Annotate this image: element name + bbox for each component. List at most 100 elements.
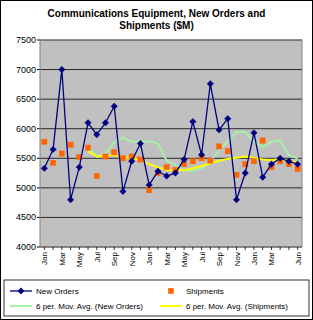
data-point <box>41 165 47 171</box>
x-tick-label: Jul <box>198 252 207 262</box>
data-point <box>190 159 195 164</box>
data-point <box>172 170 178 176</box>
x-tick <box>288 247 289 250</box>
data-point <box>260 174 266 180</box>
x-tick <box>88 247 89 250</box>
grid-line <box>40 128 302 129</box>
data-point <box>120 156 125 161</box>
y-tick-label: 5000 <box>16 183 36 193</box>
legend-label: 6 per. Mov. Avg. (New Orders) <box>36 302 143 311</box>
legend-marker <box>18 288 24 294</box>
data-point <box>208 158 213 163</box>
y-tick-label: 7500 <box>16 35 36 45</box>
data-point <box>277 155 283 161</box>
data-point <box>51 160 56 165</box>
data-point <box>234 172 239 177</box>
x-tick-label: Sep <box>110 251 119 266</box>
x-tick <box>236 247 237 250</box>
x-tick <box>122 247 123 250</box>
x-tick <box>262 247 263 250</box>
x-tick <box>253 247 254 250</box>
x-tick <box>192 247 193 250</box>
data-point <box>42 139 47 144</box>
data-point <box>233 196 239 202</box>
data-point <box>129 158 135 164</box>
data-point <box>68 142 73 147</box>
x-tick-label: Mar <box>163 252 172 266</box>
x-tick-label: Nov <box>128 252 137 266</box>
x-tick-label: Sep <box>215 251 224 266</box>
x-tick <box>44 247 45 250</box>
x-tick-label: Jun <box>294 252 303 265</box>
data-point <box>102 120 108 126</box>
data-point <box>94 131 100 137</box>
data-point <box>251 130 257 136</box>
series-line <box>44 70 297 200</box>
data-point <box>242 170 248 176</box>
x-tick <box>245 247 246 250</box>
legend-box <box>4 280 309 316</box>
data-point <box>76 164 82 170</box>
data-point <box>198 152 204 158</box>
data-point <box>216 127 222 133</box>
data-point <box>67 196 73 202</box>
x-tick <box>105 247 106 250</box>
data-point <box>146 182 152 188</box>
x-tick-label: May <box>180 252 189 267</box>
data-point <box>286 158 292 164</box>
x-tick <box>140 247 141 250</box>
plot-background <box>40 40 302 247</box>
data-point <box>216 144 221 149</box>
x-tick <box>227 247 228 250</box>
x-tick-label: Jan <box>145 252 154 265</box>
data-point <box>181 156 187 162</box>
grid-line <box>40 217 302 218</box>
x-tick-label: Jan <box>250 252 259 265</box>
data-point <box>85 120 91 126</box>
legend-swatch <box>160 305 182 307</box>
legend: New OrdersShipments6 per. Mov. Avg. (New… <box>4 280 309 316</box>
x-tick <box>184 247 185 250</box>
chart-border <box>1 1 313 320</box>
chart-title: Communications Equipment, New Orders and… <box>48 8 266 31</box>
x-tick <box>96 247 97 250</box>
y-tick-label: 5500 <box>16 153 36 163</box>
data-point <box>59 66 65 72</box>
x-tick <box>210 247 211 250</box>
data-point <box>155 168 161 174</box>
data-point <box>111 103 117 109</box>
data-point <box>59 151 64 156</box>
x-tick <box>280 247 281 250</box>
data-point <box>103 154 108 159</box>
legend-label: New Orders <box>36 287 79 296</box>
x-tick-label: May <box>75 252 84 267</box>
y-tick-label: 4500 <box>16 212 36 222</box>
x-tick <box>79 247 80 250</box>
x-tick <box>166 247 167 250</box>
x-tick-label: Jan <box>40 252 49 265</box>
x-tick <box>157 247 158 250</box>
data-point <box>207 81 213 87</box>
data-point <box>112 150 117 155</box>
x-tick-label: Nov <box>233 252 242 266</box>
x-tick <box>131 247 132 250</box>
grid-line <box>40 69 302 70</box>
x-tick <box>149 247 150 250</box>
data-point <box>138 157 143 162</box>
data-point <box>225 115 231 121</box>
data-point <box>294 161 300 167</box>
chart: Communications Equipment, New Orders and… <box>0 0 313 320</box>
legend-swatch <box>10 305 32 307</box>
data-point <box>94 173 99 178</box>
x-tick <box>271 247 272 250</box>
x-tick-label: Mar <box>267 252 276 266</box>
plot-marks <box>41 66 301 203</box>
data-point <box>50 146 56 152</box>
x-tick <box>175 247 176 250</box>
data-point <box>268 161 274 167</box>
x-tick <box>53 247 54 250</box>
data-point <box>120 188 126 194</box>
data-point <box>251 159 256 164</box>
x-tick <box>297 247 298 250</box>
data-point <box>163 173 169 179</box>
